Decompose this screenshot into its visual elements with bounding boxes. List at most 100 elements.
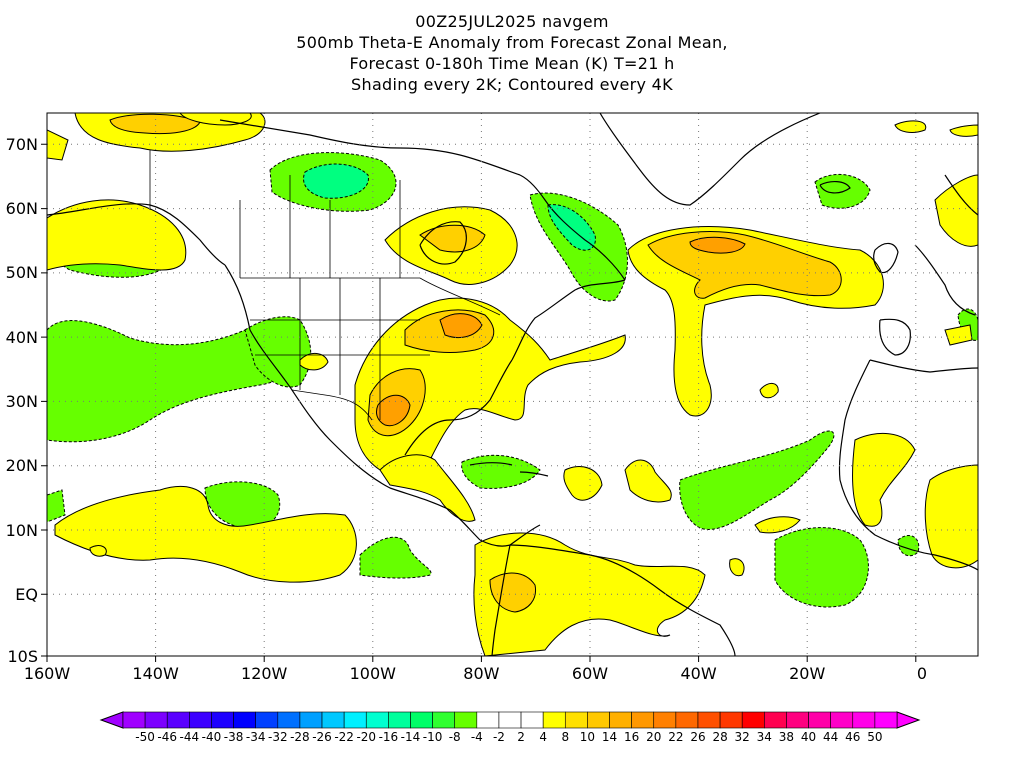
colorbar-swatch [365, 711, 389, 729]
colorbar-label: 10 [580, 730, 595, 744]
map-frame [46, 112, 979, 657]
yellow-region-mid-atlantic-2 [759, 383, 779, 399]
colorbar-swatch [189, 711, 212, 729]
colorbar-label: 50 [867, 730, 882, 744]
colorbar-label: -26 [312, 730, 332, 744]
colorbar-label: -14 [401, 730, 421, 744]
colorbar-label: 40 [801, 730, 816, 744]
coast-scandinavia [944, 174, 978, 216]
green-region-east-atlantic [774, 527, 869, 608]
yellow-region-pacific-small [89, 545, 107, 557]
colorbar-swatch [432, 711, 456, 729]
coast-south-america-west [491, 544, 511, 656]
border-us-mexico [291, 389, 373, 421]
coast-iberia [879, 318, 911, 356]
yellow-region-europe-north [934, 174, 978, 247]
colorbar-swatch [852, 711, 876, 729]
colorbar-label: 4 [539, 730, 547, 744]
tick-marks [41, 143, 917, 662]
yellow-region-south-america [473, 532, 706, 656]
colorbar-label: 26 [690, 730, 705, 744]
colorbar-swatch [764, 711, 787, 729]
colorbar-swatch [211, 711, 234, 729]
colorbar-swatch [388, 711, 411, 729]
border-us-states-2 [250, 319, 430, 356]
colorbar-swatch [498, 711, 522, 729]
y-tick-label: 40N [6, 328, 38, 347]
coast-labrador [519, 174, 626, 281]
colorbar-label: -22 [334, 730, 354, 744]
darkorange-region-great-lakes [439, 313, 483, 338]
green-region-central-atlantic [679, 430, 835, 530]
map-area [47, 113, 978, 656]
colorbar-swatch [564, 711, 588, 729]
colorbar-swatch [144, 711, 168, 729]
green-region-canada-north-inner [303, 163, 369, 199]
colorbar-label: -20 [356, 730, 376, 744]
green-region-equatorial-pacific [359, 536, 432, 579]
x-axis-labels: 160W 140W 120W 100W 80W 60W 40W 20W 0 [24, 664, 927, 683]
colorbar-swatch [587, 711, 610, 729]
colorbar-swatch [122, 711, 146, 729]
yellow-region-tropical-pacific [54, 486, 357, 583]
colorbar-swatch [542, 711, 566, 729]
x-tick-label: 40W [681, 664, 717, 683]
colorbar-swatch [786, 711, 809, 729]
colorbar-label: -28 [290, 730, 310, 744]
y-tick-label: 50N [6, 263, 38, 282]
yellow-region-atlantic-small [729, 558, 745, 577]
colorbar-swatch [675, 711, 699, 729]
colorbar-swatch [410, 711, 433, 729]
colorbar-swatch [631, 711, 655, 729]
colorbar-swatch [476, 711, 500, 729]
yellow-region-norway-sea [894, 120, 927, 133]
colorbar-label: 32 [735, 730, 750, 744]
yellow-region-mid-atlantic-1 [624, 459, 672, 503]
y-tick-label: 10S [7, 647, 38, 666]
colorbar-swatch [741, 711, 765, 729]
coast-arctic [219, 119, 521, 176]
y-axis-labels: 70N 60N 50N 40N 30N 20N 10N EQ 10S [6, 135, 38, 666]
coast-iceland [819, 181, 851, 194]
coast-africa-north [869, 359, 978, 373]
borders [149, 150, 501, 421]
yellow-region-africa-west-small [944, 324, 973, 346]
coast-caribbean-islands [469, 462, 549, 477]
orange-region-beaufort [109, 113, 201, 135]
colorbar-label: -10 [423, 730, 443, 744]
colorbar-swatch [520, 711, 544, 729]
colorbar-label: -8 [449, 730, 461, 744]
x-tick-label: 100W [350, 664, 397, 683]
colorbar-label: -38 [224, 730, 244, 744]
title-forecast: Forecast 0-180h Time Mean (K) T=21 h [349, 54, 675, 73]
colorbar-label: 22 [668, 730, 683, 744]
green-region-west-us [244, 316, 312, 388]
colorbar: -50 -46 -44 -40 -38 -34 -32 -28 -26 -22 -20 -16 -14-… [99, 711, 921, 744]
yellow-region-mid-atlantic-3 [754, 516, 801, 534]
colorbar-label: 44 [823, 730, 838, 744]
y-tick-label: 20N [6, 456, 38, 475]
yellow-region-africa-east [924, 464, 978, 569]
colorbar-swatch [808, 711, 831, 729]
coastlines [47, 113, 978, 656]
title-shading: Shading every 2K; Contoured every 4K [351, 75, 673, 94]
colorbar-swatch [233, 711, 256, 729]
colorbar-label: 8 [561, 730, 569, 744]
coast-british-isles [873, 242, 899, 274]
yellow-region-mexico [379, 454, 476, 522]
colorbar-swatch [697, 711, 721, 729]
x-tick-label: 20W [789, 664, 825, 683]
coast-south-america [509, 544, 736, 656]
y-tick-label: 30N [6, 392, 38, 411]
yellow-region-caribbean-small [563, 466, 603, 501]
coast-north-america-west [224, 264, 481, 541]
colorbar-swatch [299, 711, 323, 729]
positive-anomaly-regions [47, 113, 978, 656]
colorbar-swatch [653, 711, 677, 729]
y-tick-label: EQ [15, 585, 38, 604]
colorbar-swatch [454, 711, 478, 729]
colorbar-label: 38 [779, 730, 794, 744]
colorbar-low-arrow [99, 711, 124, 729]
border-canada-prov [239, 175, 401, 278]
